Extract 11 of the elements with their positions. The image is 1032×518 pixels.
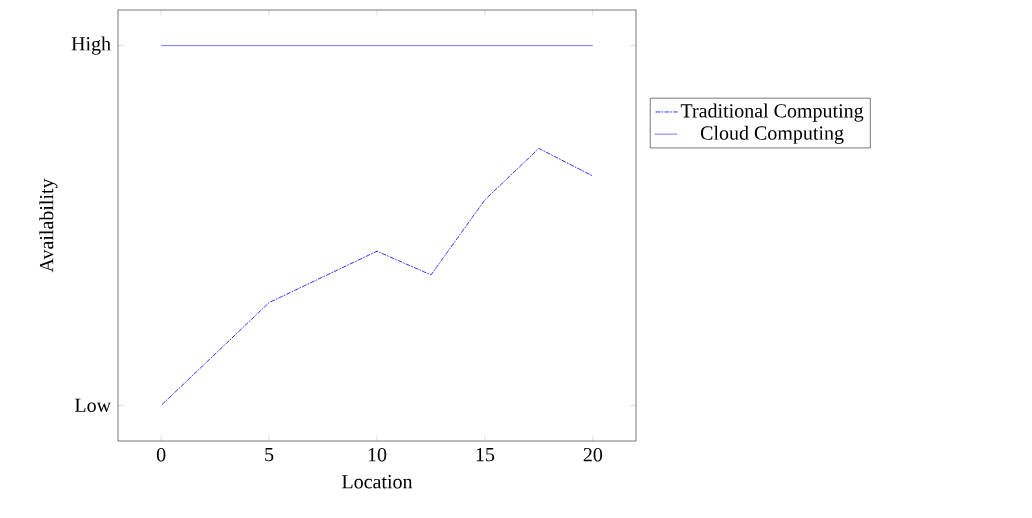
text: Low <box>74 398 111 413</box>
y-axis-title: Availability <box>39 178 58 273</box>
x-tick-label: 10 <box>368 447 387 462</box>
legend-label: Traditional Computing <box>680 103 864 122</box>
x-tick-label: 0 <box>156 447 166 462</box>
legend-label: Cloud Computing <box>700 125 844 144</box>
x-tick-label: 15 <box>476 447 495 462</box>
x-axis-title: Location <box>342 475 413 489</box>
text: High <box>71 36 111 55</box>
x-tick-label: 20 <box>583 447 603 462</box>
x-tick-label: 5 <box>265 447 274 462</box>
